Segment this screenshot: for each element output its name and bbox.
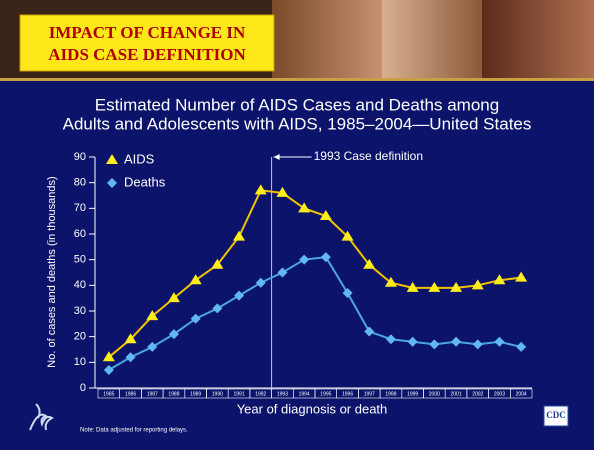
- marker: [146, 310, 159, 321]
- y-tick-label: 40: [74, 279, 86, 291]
- marker: [385, 334, 396, 345]
- y-tick-label: 60: [74, 228, 86, 240]
- marker: [212, 303, 223, 314]
- marker: [189, 274, 202, 285]
- x-tick-label: 2004: [516, 391, 527, 397]
- x-tick-label: 1986: [125, 391, 136, 397]
- x-tick-label: 1995: [320, 391, 331, 397]
- marker: [450, 281, 463, 292]
- logo-box: [543, 405, 569, 427]
- marker: [276, 186, 289, 197]
- x-tick-label: 1987: [147, 391, 158, 397]
- annotation: 1993 Case definition: [314, 149, 423, 163]
- x-tick-label: 1997: [364, 391, 375, 397]
- marker: [106, 154, 118, 164]
- y-tick-label: 50: [74, 254, 86, 266]
- x-tick-label: 1989: [190, 391, 201, 397]
- marker: [277, 267, 288, 278]
- chart-title: Adults and Adolescents with AIDS, 1985–2…: [63, 114, 532, 133]
- x-tick-label: 2003: [494, 391, 505, 397]
- marker: [407, 336, 418, 347]
- marker: [147, 341, 158, 352]
- y-tick-label: 20: [74, 331, 86, 343]
- chart-title: Estimated Number of AIDS Cases and Death…: [95, 95, 499, 114]
- x-tick-label: 1993: [277, 391, 288, 397]
- photo: [272, 0, 382, 80]
- x-tick-label: 2002: [472, 391, 483, 397]
- x-tick-label: 1998: [385, 391, 396, 397]
- photo: [382, 0, 482, 80]
- marker: [103, 365, 114, 376]
- marker: [298, 202, 311, 213]
- marker: [299, 254, 310, 265]
- photo: [482, 0, 594, 80]
- marker: [493, 274, 506, 285]
- x-tick-label: 1990: [212, 391, 223, 397]
- marker: [428, 281, 441, 292]
- x-tick-box: [509, 388, 533, 399]
- logo: CDC: [546, 410, 566, 420]
- marker: [255, 277, 266, 288]
- x-tick-label: 1988: [168, 391, 179, 397]
- marker: [320, 252, 331, 263]
- marker: [211, 258, 224, 269]
- marker: [471, 279, 484, 290]
- banner-box: [19, 14, 275, 72]
- x-axis-label: Year of diagnosis or death: [237, 401, 388, 416]
- marker: [233, 230, 246, 241]
- marker: [341, 230, 354, 241]
- series-line: [108, 189, 522, 358]
- marker: [168, 329, 179, 340]
- banner-rule: [0, 78, 594, 81]
- y-tick-label: 80: [74, 177, 86, 189]
- marker: [167, 292, 180, 303]
- footnote: Note: Data adjusted for reporting delays…: [80, 428, 188, 434]
- y-tick-label: 0: [80, 382, 86, 394]
- x-tick-label: 1996: [342, 391, 353, 397]
- x-tick-label: 1992: [255, 391, 266, 397]
- y-tick-label: 10: [74, 356, 86, 368]
- marker: [451, 336, 462, 347]
- annotation-arrowhead: [273, 154, 280, 160]
- hhs-logo: [29, 403, 54, 431]
- marker: [107, 178, 117, 188]
- marker: [234, 290, 245, 301]
- marker: [406, 281, 419, 292]
- marker: [494, 336, 505, 347]
- banner-text: AIDS CASE DEFINITION: [48, 45, 246, 64]
- x-tick-label: 2000: [429, 391, 440, 397]
- x-tick-label: 1999: [407, 391, 418, 397]
- banner-text: IMPACT OF CHANGE IN: [49, 23, 246, 42]
- y-axis-label: No. of cases and deaths (in thousands): [46, 176, 58, 367]
- marker: [125, 352, 136, 363]
- marker: [102, 351, 115, 362]
- y-tick-label: 30: [74, 305, 86, 317]
- x-tick-label: 1994: [299, 391, 310, 397]
- marker: [124, 333, 137, 344]
- marker: [384, 276, 397, 287]
- x-tick-label: 1991: [233, 391, 244, 397]
- marker: [472, 339, 483, 350]
- x-tick-label: 1985: [103, 391, 114, 397]
- y-tick-label: 70: [74, 202, 86, 214]
- marker: [364, 326, 375, 337]
- marker: [190, 313, 201, 324]
- legend-label: AIDS: [124, 151, 155, 166]
- marker: [342, 288, 353, 299]
- marker: [363, 258, 376, 269]
- marker: [254, 184, 267, 195]
- x-tick-label: 2001: [450, 391, 461, 397]
- marker: [516, 341, 527, 352]
- marker: [319, 210, 332, 221]
- marker: [429, 339, 440, 350]
- y-tick-label: 90: [74, 151, 86, 163]
- marker: [515, 271, 528, 282]
- legend-label: Deaths: [124, 174, 166, 189]
